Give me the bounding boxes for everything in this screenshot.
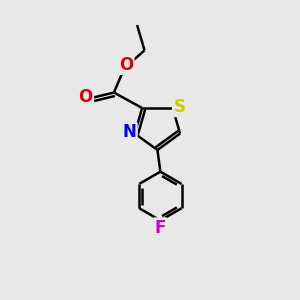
Text: F: F — [155, 219, 166, 237]
Text: O: O — [79, 88, 93, 106]
Text: N: N — [122, 123, 136, 141]
Text: O: O — [119, 56, 133, 74]
Text: S: S — [173, 98, 185, 116]
